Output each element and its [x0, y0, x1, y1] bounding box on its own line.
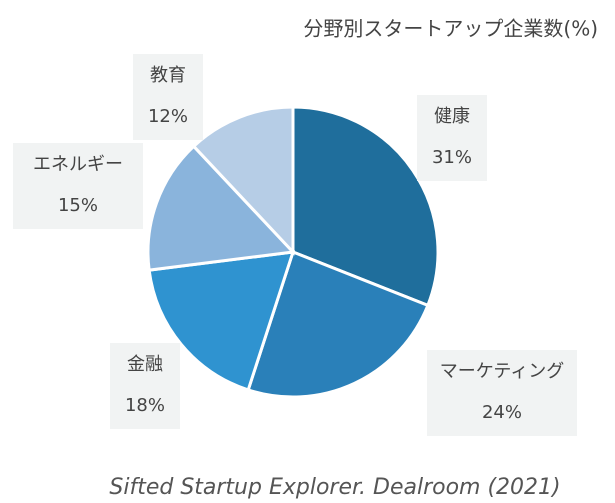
label-box — [13, 143, 143, 229]
slice-label: 教育 — [150, 65, 186, 86]
value-label: 18% — [125, 395, 165, 416]
slice-label: 健康 — [434, 106, 470, 127]
value-label: 15% — [58, 195, 98, 216]
value-label: 31% — [432, 147, 472, 168]
chart-title: 分野別スタートアップ企業数(%) — [303, 17, 598, 41]
pie-slice — [246, 250, 430, 399]
source: Sifted Startup Explorer. Dealroom (2021) — [109, 475, 560, 500]
slice-label: エネルギー — [33, 154, 123, 175]
label-box — [427, 350, 577, 436]
value-label: 12% — [148, 106, 188, 127]
slice-label: 金融 — [127, 354, 163, 375]
label-box — [417, 95, 487, 181]
pie-slice — [191, 105, 295, 256]
slice-label: マーケティング — [440, 361, 565, 382]
label-box — [110, 343, 180, 429]
value-label: 24% — [482, 402, 522, 423]
pie-slice — [147, 250, 296, 392]
pie-slice — [291, 105, 440, 308]
label-box — [133, 54, 203, 140]
pie-slice — [146, 144, 297, 272]
